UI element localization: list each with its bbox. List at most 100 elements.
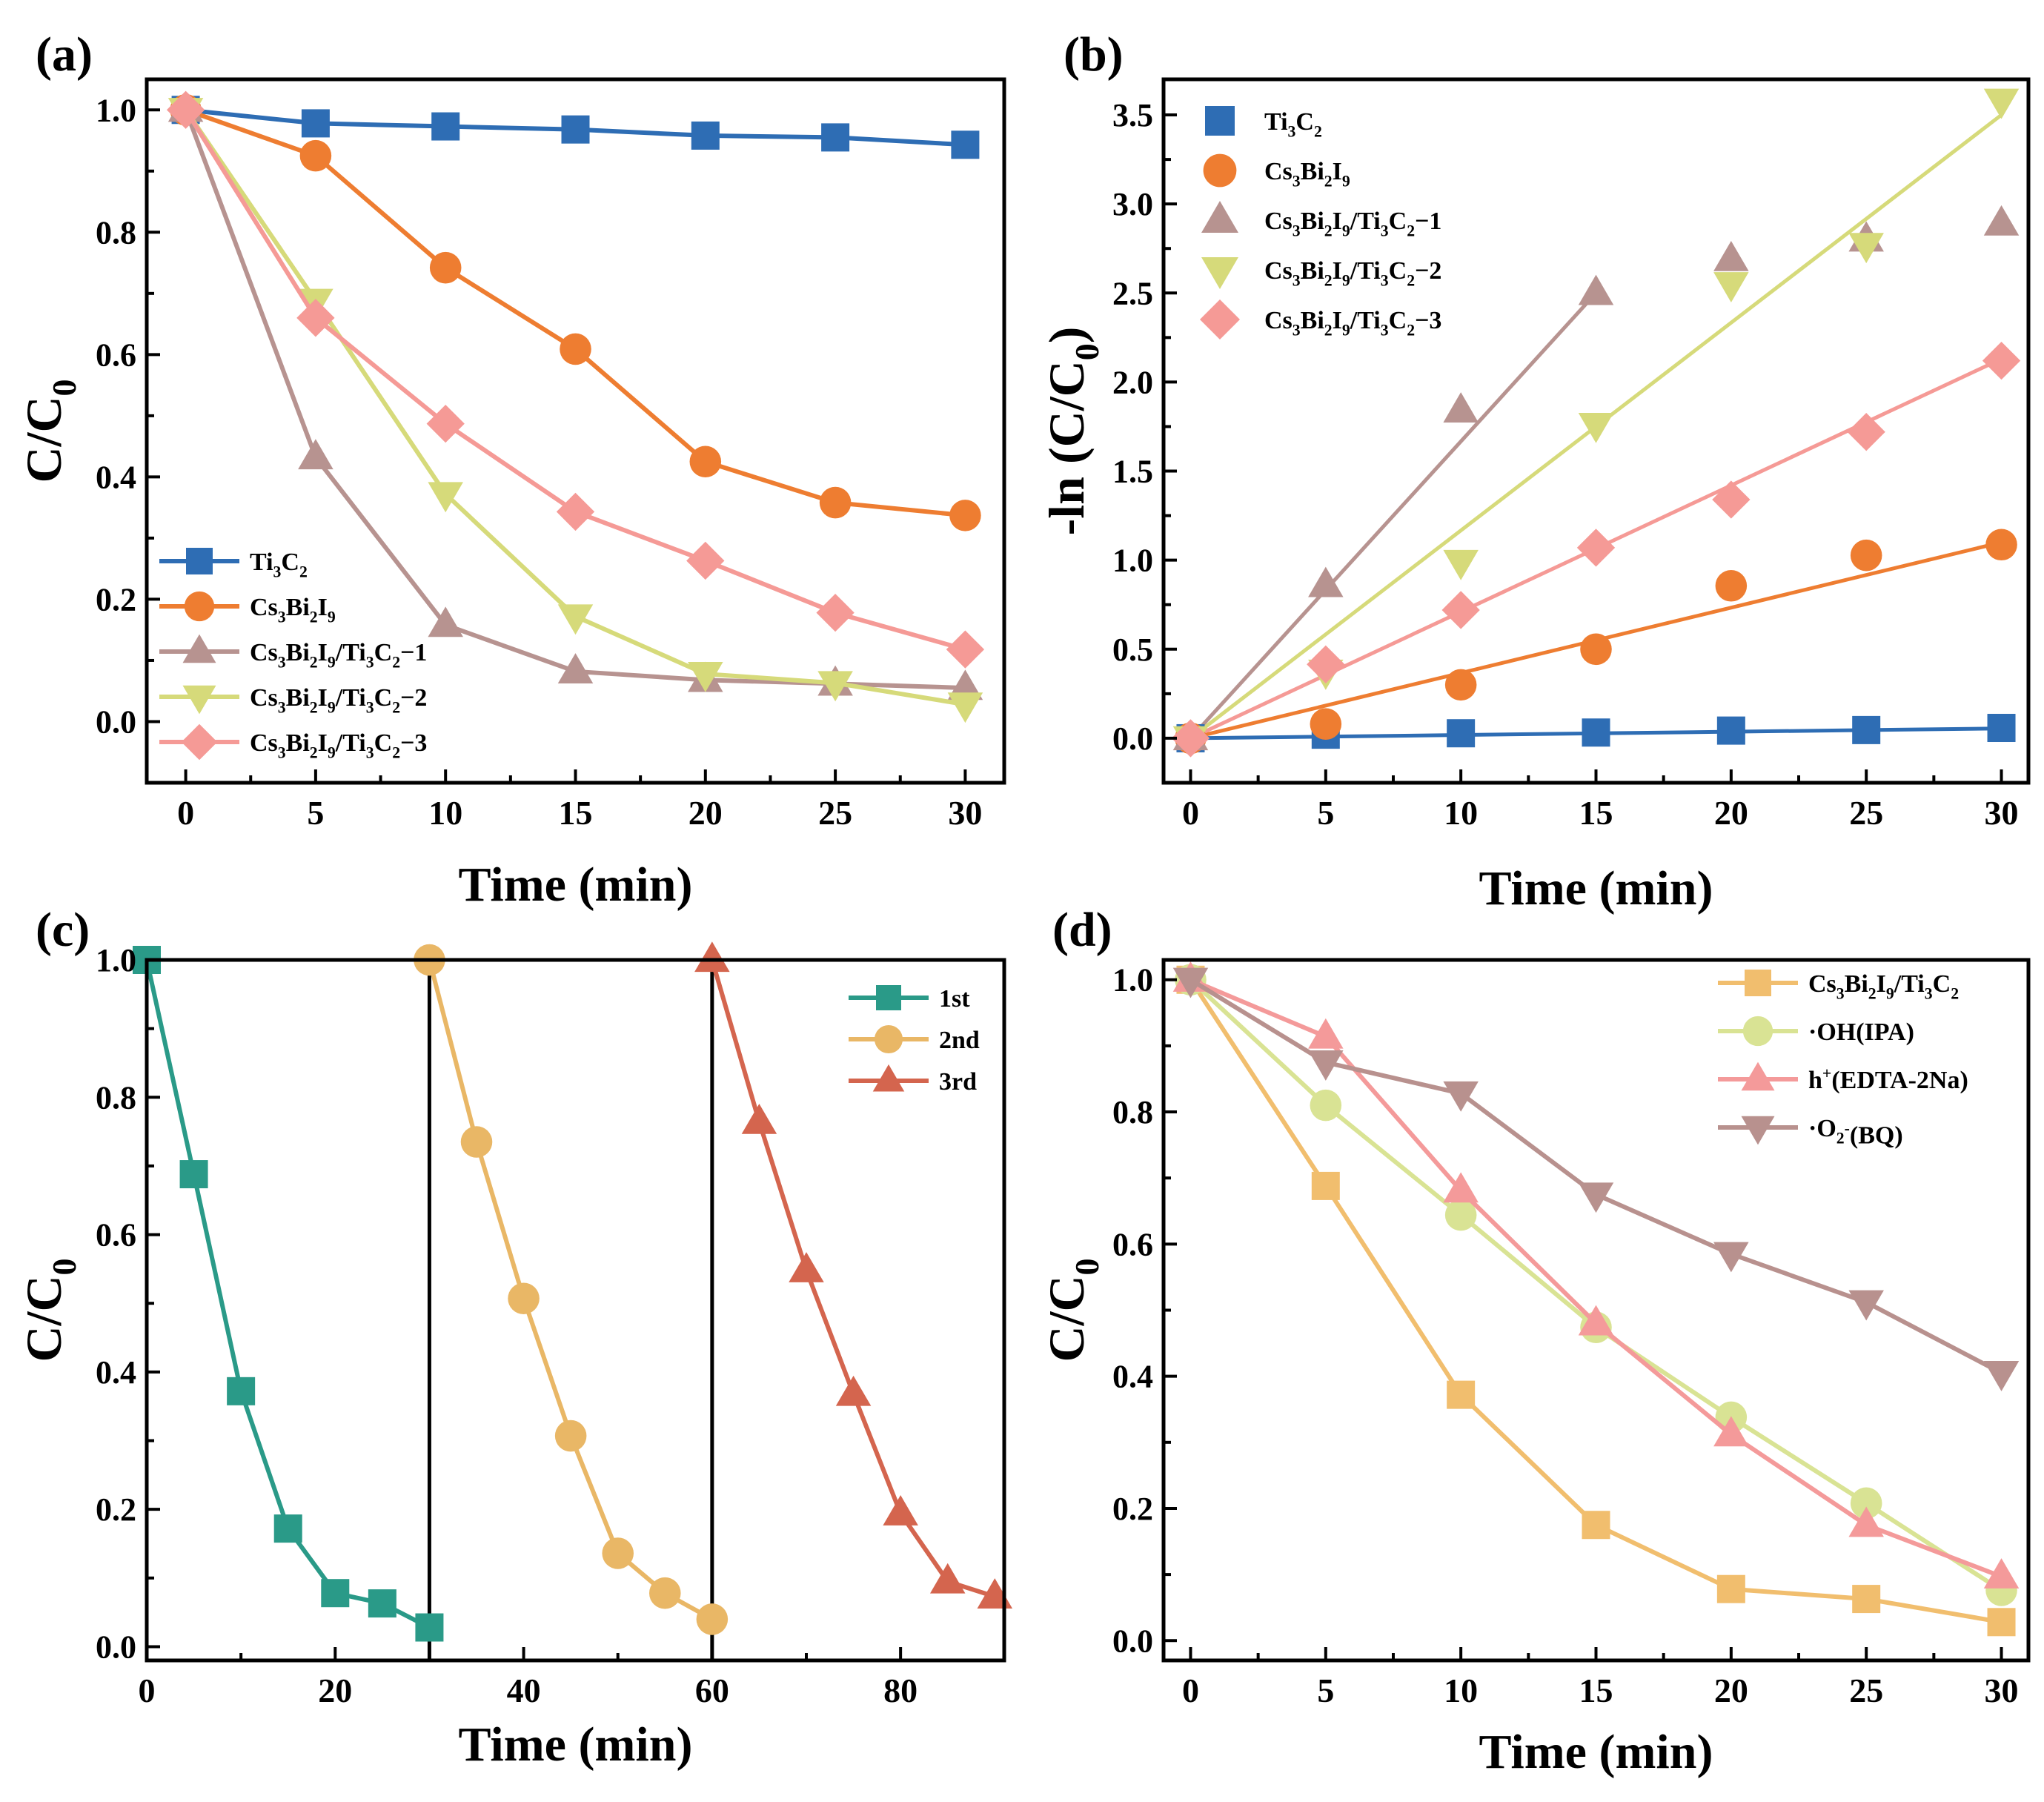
data-point bbox=[1983, 88, 2020, 119]
y-tick-label: 2.5 bbox=[1112, 275, 1153, 311]
text-run: −3 bbox=[400, 729, 427, 757]
legend-marker bbox=[1203, 153, 1237, 188]
panel-label: (a) bbox=[36, 27, 93, 82]
data-point bbox=[179, 1160, 208, 1189]
text-run: (BQ) bbox=[1850, 1122, 1903, 1150]
legend-marker bbox=[1201, 257, 1238, 289]
data-point bbox=[166, 90, 205, 129]
text-subscript: 3 bbox=[1925, 985, 1933, 1003]
x-tick-label: 0 bbox=[1182, 1672, 1199, 1709]
text-run: Cs bbox=[1808, 970, 1836, 998]
data-point bbox=[951, 130, 980, 159]
data-point bbox=[1576, 529, 1616, 567]
text-subscript: 9 bbox=[1342, 173, 1350, 191]
text-subscript: 2 bbox=[392, 654, 400, 672]
data-point bbox=[1982, 341, 2021, 380]
text-subscript: 9 bbox=[328, 654, 336, 672]
text-run: −2 bbox=[1415, 257, 1441, 285]
x-tick-label: 25 bbox=[1849, 794, 1883, 832]
legend-item: Cs3Bi2I9/Ti3C2−2 bbox=[159, 684, 427, 717]
data-point bbox=[949, 500, 981, 531]
legend-marker bbox=[1741, 1116, 1775, 1145]
data-point bbox=[947, 692, 983, 723]
data-point bbox=[694, 941, 730, 973]
data-point bbox=[1578, 1305, 1614, 1336]
text-run: C bbox=[374, 639, 393, 666]
text-run: C bbox=[1933, 970, 1951, 998]
text-run: C bbox=[1295, 108, 1314, 136]
x-tick-label: 5 bbox=[1317, 794, 1334, 832]
legend: Ti3C2Cs3Bi2I9Cs3Bi2I9/Ti3C2−1Cs3Bi2I9/Ti… bbox=[159, 548, 427, 762]
x-axis-title: Time (min) bbox=[1479, 1725, 1713, 1779]
text-subscript: 2 bbox=[310, 744, 318, 762]
text-run: Bi bbox=[1301, 257, 1324, 285]
y-title-subscript: 0 bbox=[1068, 1258, 1106, 1275]
x-tick-label: 20 bbox=[318, 1672, 352, 1709]
data-point bbox=[1983, 1361, 2020, 1391]
data-point bbox=[1171, 719, 1210, 758]
text-subscript: 9 bbox=[328, 609, 336, 626]
legend-item: 3rd bbox=[849, 1064, 977, 1096]
text-run: 2nd bbox=[939, 1027, 980, 1054]
text-run: I bbox=[1333, 208, 1342, 235]
data-point bbox=[460, 1126, 493, 1158]
x-tick-label: 10 bbox=[1444, 1672, 1478, 1709]
text-run: h bbox=[1808, 1067, 1822, 1094]
text-subscript: 9 bbox=[1342, 322, 1350, 339]
legend-label: Ti3C2 bbox=[250, 549, 308, 581]
series-4 bbox=[166, 90, 985, 669]
y-tick-label: 0.8 bbox=[1112, 1094, 1153, 1130]
data-point bbox=[1852, 1585, 1881, 1614]
data-point bbox=[816, 593, 855, 632]
data-point bbox=[429, 251, 462, 284]
text-subscript: 2 bbox=[1324, 272, 1333, 290]
x-tick-label: 0 bbox=[1182, 794, 1199, 832]
data-point bbox=[1308, 1050, 1344, 1081]
legend-item: ·O2-(BQ) bbox=[1718, 1115, 1903, 1150]
legend-marker bbox=[874, 1024, 903, 1054]
x-tick-label: 20 bbox=[1714, 1672, 1748, 1709]
text-subscript: 2 bbox=[1407, 222, 1415, 240]
text-run: /Ti bbox=[335, 639, 366, 666]
legend-item: Cs3Bi2I9 bbox=[159, 591, 336, 626]
x-tick-label: 25 bbox=[818, 794, 852, 832]
text-run: C bbox=[1389, 208, 1407, 235]
text-subscript: 3 bbox=[366, 654, 374, 672]
legend-item: Cs3Bi2I9/Ti3C2−2 bbox=[1201, 257, 1441, 290]
series-0 bbox=[133, 946, 444, 1642]
data-point bbox=[557, 653, 594, 683]
data-point bbox=[1307, 645, 1345, 683]
text-subscript: 3 bbox=[1381, 322, 1389, 339]
text-run: /Ti bbox=[1894, 970, 1925, 998]
data-point bbox=[835, 1375, 872, 1406]
data-point bbox=[1713, 1242, 1749, 1273]
legend-marker bbox=[1742, 1016, 1773, 1047]
series-1 bbox=[1175, 529, 2017, 755]
text-run: Bi bbox=[286, 729, 310, 757]
series-2 bbox=[1172, 961, 2020, 1589]
data-point bbox=[1441, 591, 1480, 629]
data-point bbox=[554, 1420, 587, 1452]
panel-label: (c) bbox=[36, 903, 90, 957]
legend-marker bbox=[182, 685, 216, 715]
text-subscript: 2 bbox=[392, 699, 400, 717]
legend-label: 2nd bbox=[939, 1027, 980, 1054]
text-run: I bbox=[1333, 257, 1342, 285]
legend-label: Cs3Bi2I9 bbox=[250, 594, 336, 626]
data-point bbox=[817, 671, 853, 702]
data-point bbox=[321, 1579, 350, 1608]
data-point bbox=[368, 1589, 396, 1618]
data-point bbox=[1987, 1608, 2016, 1637]
text-run: Cs bbox=[1264, 257, 1293, 285]
x-tick-label: 0 bbox=[139, 1672, 156, 1709]
data-point bbox=[688, 661, 723, 692]
text-subscript: 2 bbox=[299, 563, 308, 581]
fit-line bbox=[1189, 291, 1598, 740]
x-tick-label: 20 bbox=[1714, 794, 1748, 832]
x-axis-title: Time (min) bbox=[459, 858, 693, 912]
data-point bbox=[947, 669, 983, 700]
y-tick-label: 0.0 bbox=[1112, 1623, 1153, 1659]
y-tick-label: 1.5 bbox=[1112, 454, 1153, 490]
data-point bbox=[1987, 714, 2016, 743]
series-0 bbox=[171, 96, 980, 159]
